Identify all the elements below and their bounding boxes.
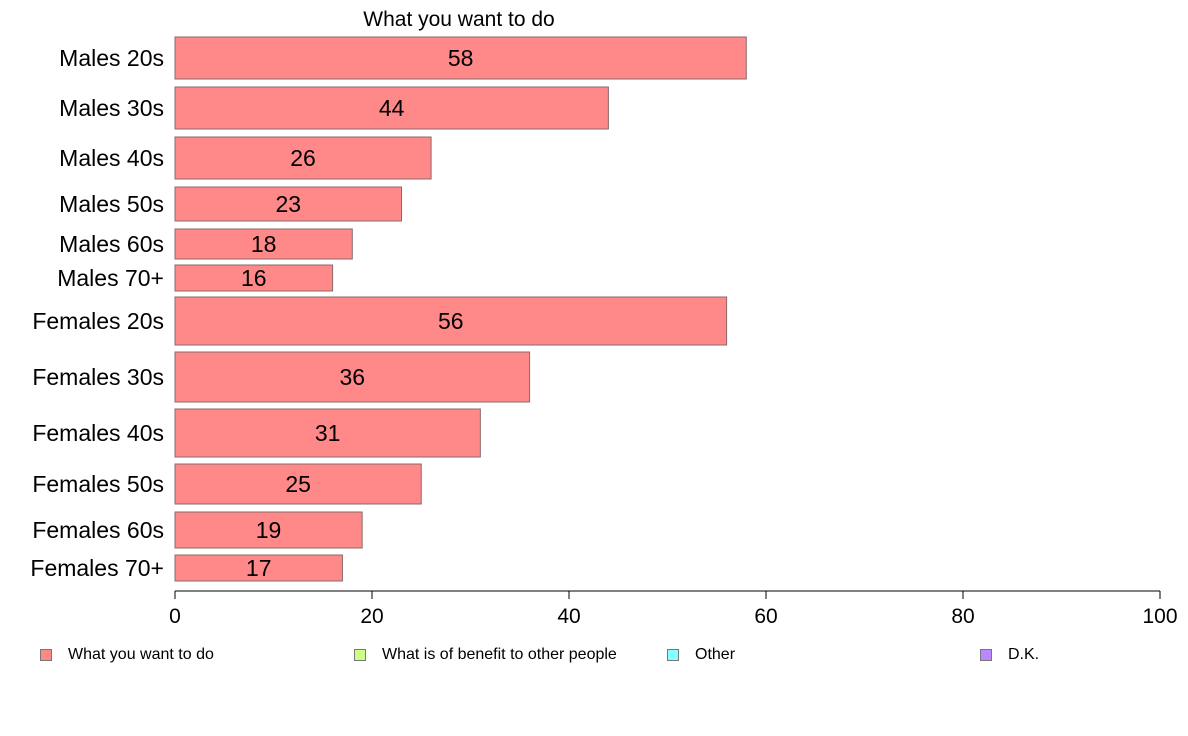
category-label: Males 60s: [59, 231, 164, 257]
x-tick-label: 40: [557, 605, 580, 628]
bar: [174, 554, 343, 582]
x-tick-label: 20: [360, 605, 383, 628]
bar-value-label: 25: [285, 471, 311, 497]
bar-value-label: 16: [241, 265, 267, 291]
bar: [174, 186, 403, 222]
bar-value-label: 19: [256, 517, 282, 543]
category-label: Females 50s: [32, 471, 164, 497]
category-label: Males 50s: [59, 191, 164, 217]
x-tick-label: 60: [754, 605, 777, 628]
category-label: Females 40s: [32, 420, 164, 446]
bar: [174, 351, 531, 403]
x-tick-label: 100: [1142, 605, 1177, 628]
legend-label: What is of benefit to other people: [382, 646, 617, 663]
legend-item-other: Other: [667, 646, 735, 664]
legend-swatch: [40, 649, 52, 661]
category-label: Males 30s: [59, 95, 164, 121]
legend-swatch: [980, 649, 992, 661]
bar: [174, 463, 422, 505]
bar-value-label: 58: [448, 45, 474, 71]
legend-item-dk: D.K.: [980, 646, 1039, 664]
category-label: Females 30s: [32, 364, 164, 390]
category-label: Males 20s: [59, 45, 164, 71]
bar: [174, 136, 432, 180]
legend-label: D.K.: [1008, 646, 1040, 663]
category-label: Males 70+: [57, 265, 164, 291]
bar: [174, 296, 728, 346]
legend-item-what-you-want: What you want to do: [40, 646, 214, 664]
bar-value-label: 26: [290, 145, 316, 171]
x-tick-label: 80: [951, 605, 974, 628]
bar: [174, 86, 609, 130]
bar: [174, 511, 363, 549]
category-label: Females 70+: [30, 555, 164, 581]
category-label: Females 60s: [32, 517, 164, 543]
x-tick-label: 0: [169, 605, 181, 628]
bar-value-label: 56: [438, 308, 464, 334]
category-label: Females 20s: [32, 308, 164, 334]
bar: [174, 36, 747, 80]
bar-value-label: 23: [275, 191, 301, 217]
category-label: Males 40s: [59, 145, 164, 171]
bar-value-label: 36: [340, 364, 366, 390]
legend-label: Other: [695, 646, 736, 663]
bar: [174, 408, 481, 458]
legend-swatch: [667, 649, 679, 661]
legend-swatch: [354, 649, 366, 661]
legend: What you want to do What is of benefit t…: [0, 646, 1188, 666]
legend-label: What you want to do: [68, 646, 214, 663]
legend-item-benefit-others: What is of benefit to other people: [354, 646, 617, 664]
bar-value-label: 31: [315, 420, 341, 446]
bar: [174, 228, 353, 260]
bar-value-label: 44: [379, 95, 405, 121]
bar: [174, 264, 334, 292]
bar-value-label: 17: [246, 555, 272, 581]
chart-title: What you want to do: [363, 8, 554, 31]
bar-value-label: 18: [251, 231, 277, 257]
